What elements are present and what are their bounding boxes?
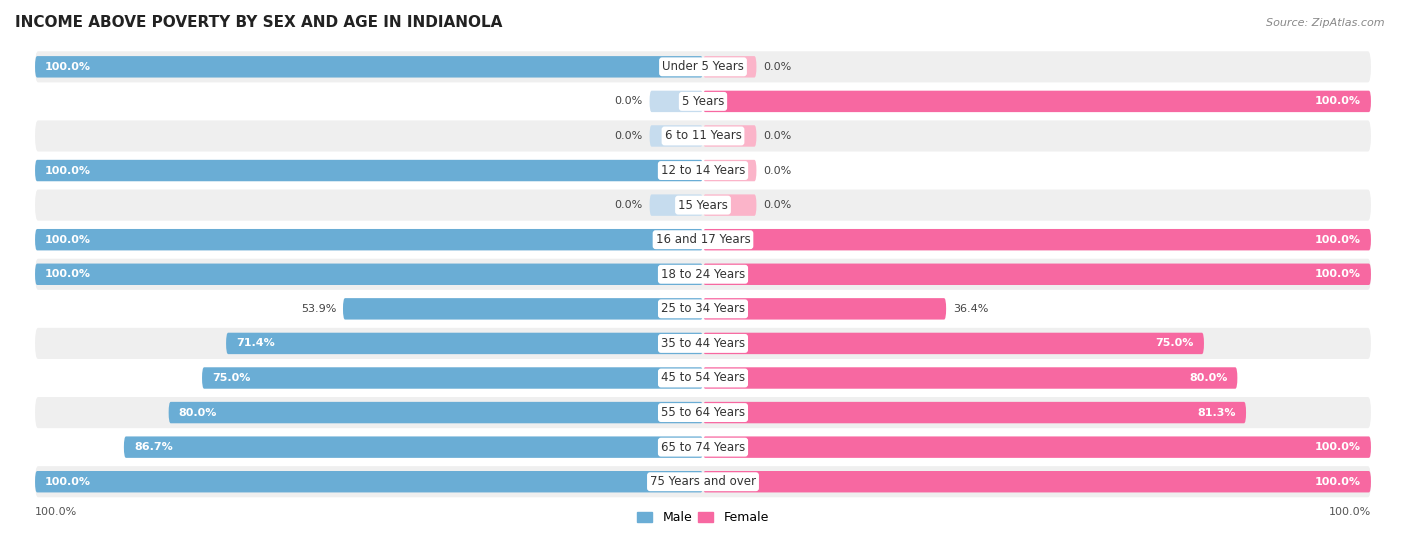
Text: 36.4%: 36.4% bbox=[953, 304, 988, 314]
FancyBboxPatch shape bbox=[703, 437, 1371, 458]
FancyBboxPatch shape bbox=[650, 195, 703, 216]
Text: 100.0%: 100.0% bbox=[1315, 442, 1361, 452]
Text: 100.0%: 100.0% bbox=[1315, 96, 1361, 106]
Text: 75.0%: 75.0% bbox=[1156, 338, 1194, 348]
FancyBboxPatch shape bbox=[703, 195, 756, 216]
Text: 55 to 64 Years: 55 to 64 Years bbox=[661, 406, 745, 419]
FancyBboxPatch shape bbox=[35, 432, 1371, 463]
FancyBboxPatch shape bbox=[35, 51, 1371, 82]
FancyBboxPatch shape bbox=[703, 56, 756, 78]
FancyBboxPatch shape bbox=[124, 437, 703, 458]
Text: INCOME ABOVE POVERTY BY SEX AND AGE IN INDIANOLA: INCOME ABOVE POVERTY BY SEX AND AGE IN I… bbox=[15, 15, 502, 30]
FancyBboxPatch shape bbox=[703, 333, 1204, 354]
Text: 35 to 44 Years: 35 to 44 Years bbox=[661, 337, 745, 350]
Text: 0.0%: 0.0% bbox=[763, 165, 792, 176]
FancyBboxPatch shape bbox=[703, 367, 1237, 389]
Text: Source: ZipAtlas.com: Source: ZipAtlas.com bbox=[1267, 18, 1385, 28]
Text: 0.0%: 0.0% bbox=[763, 131, 792, 141]
FancyBboxPatch shape bbox=[35, 263, 703, 285]
Text: 100.0%: 100.0% bbox=[45, 269, 91, 280]
FancyBboxPatch shape bbox=[703, 471, 1371, 492]
Text: 53.9%: 53.9% bbox=[301, 304, 336, 314]
Text: 15 Years: 15 Years bbox=[678, 198, 728, 212]
Text: 75 Years and over: 75 Years and over bbox=[650, 475, 756, 488]
Text: 100.0%: 100.0% bbox=[1315, 477, 1361, 487]
FancyBboxPatch shape bbox=[35, 362, 1371, 394]
Text: 45 to 54 Years: 45 to 54 Years bbox=[661, 372, 745, 385]
Text: 81.3%: 81.3% bbox=[1198, 408, 1236, 418]
Text: 18 to 24 Years: 18 to 24 Years bbox=[661, 268, 745, 281]
Text: 25 to 34 Years: 25 to 34 Years bbox=[661, 302, 745, 315]
Text: 16 and 17 Years: 16 and 17 Years bbox=[655, 233, 751, 246]
Text: 80.0%: 80.0% bbox=[1189, 373, 1227, 383]
Text: 75.0%: 75.0% bbox=[212, 373, 250, 383]
FancyBboxPatch shape bbox=[35, 120, 1371, 151]
FancyBboxPatch shape bbox=[202, 367, 703, 389]
FancyBboxPatch shape bbox=[35, 56, 703, 78]
FancyBboxPatch shape bbox=[703, 402, 1246, 423]
Text: 100.0%: 100.0% bbox=[45, 235, 91, 245]
FancyBboxPatch shape bbox=[703, 298, 946, 320]
FancyBboxPatch shape bbox=[35, 229, 703, 250]
Text: 6 to 11 Years: 6 to 11 Years bbox=[665, 130, 741, 143]
FancyBboxPatch shape bbox=[35, 466, 1371, 498]
FancyBboxPatch shape bbox=[703, 160, 756, 181]
Text: 100.0%: 100.0% bbox=[45, 62, 91, 72]
FancyBboxPatch shape bbox=[35, 293, 1371, 324]
Text: 0.0%: 0.0% bbox=[614, 96, 643, 106]
Text: Under 5 Years: Under 5 Years bbox=[662, 60, 744, 73]
Legend: Male, Female: Male, Female bbox=[633, 506, 773, 529]
Text: 0.0%: 0.0% bbox=[763, 200, 792, 210]
FancyBboxPatch shape bbox=[35, 224, 1371, 255]
FancyBboxPatch shape bbox=[35, 471, 703, 492]
FancyBboxPatch shape bbox=[703, 263, 1371, 285]
Text: 65 to 74 Years: 65 to 74 Years bbox=[661, 440, 745, 454]
Text: 100.0%: 100.0% bbox=[45, 165, 91, 176]
FancyBboxPatch shape bbox=[35, 259, 1371, 290]
FancyBboxPatch shape bbox=[703, 91, 1371, 112]
FancyBboxPatch shape bbox=[703, 229, 1371, 250]
FancyBboxPatch shape bbox=[35, 160, 703, 181]
FancyBboxPatch shape bbox=[35, 155, 1371, 186]
FancyBboxPatch shape bbox=[703, 125, 756, 146]
Text: 0.0%: 0.0% bbox=[614, 200, 643, 210]
Text: 0.0%: 0.0% bbox=[763, 62, 792, 72]
Text: 12 to 14 Years: 12 to 14 Years bbox=[661, 164, 745, 177]
FancyBboxPatch shape bbox=[650, 91, 703, 112]
Text: 80.0%: 80.0% bbox=[179, 408, 217, 418]
Text: 100.0%: 100.0% bbox=[45, 477, 91, 487]
Text: 100.0%: 100.0% bbox=[1329, 506, 1371, 517]
FancyBboxPatch shape bbox=[650, 125, 703, 146]
Text: 5 Years: 5 Years bbox=[682, 95, 724, 108]
FancyBboxPatch shape bbox=[35, 86, 1371, 117]
Text: 71.4%: 71.4% bbox=[236, 338, 274, 348]
Text: 0.0%: 0.0% bbox=[614, 131, 643, 141]
FancyBboxPatch shape bbox=[343, 298, 703, 320]
FancyBboxPatch shape bbox=[169, 402, 703, 423]
FancyBboxPatch shape bbox=[226, 333, 703, 354]
FancyBboxPatch shape bbox=[35, 190, 1371, 221]
Text: 100.0%: 100.0% bbox=[35, 506, 77, 517]
Text: 86.7%: 86.7% bbox=[134, 442, 173, 452]
FancyBboxPatch shape bbox=[35, 328, 1371, 359]
Text: 100.0%: 100.0% bbox=[1315, 235, 1361, 245]
FancyBboxPatch shape bbox=[35, 397, 1371, 428]
Text: 100.0%: 100.0% bbox=[1315, 269, 1361, 280]
